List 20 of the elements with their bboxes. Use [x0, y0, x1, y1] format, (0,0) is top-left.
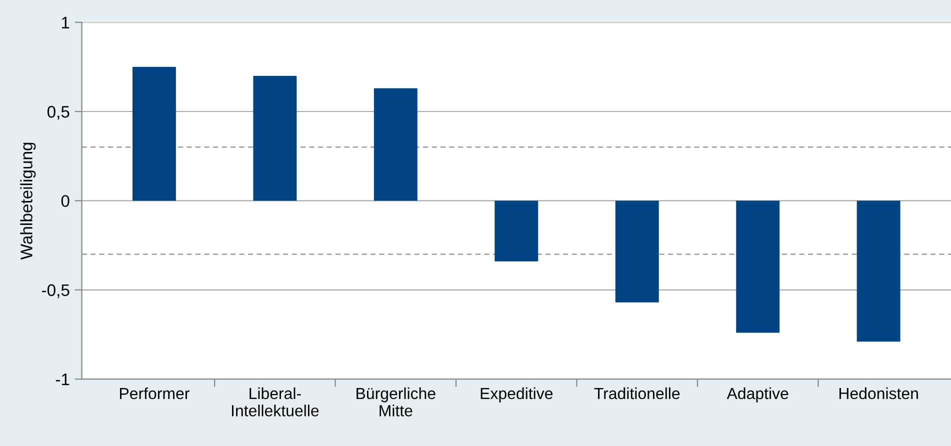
bar — [132, 66, 176, 201]
y-tick-label: 0,5 — [47, 106, 70, 120]
bar — [494, 200, 538, 262]
x-tick-label: Liberal- Intellektuelle — [232, 387, 319, 416]
x-tick-label: Bürgerliche Mitte — [356, 387, 436, 416]
bar — [374, 88, 418, 201]
x-tick-label: Performer — [120, 387, 190, 400]
y-tick-label: 1 — [62, 16, 70, 28]
bar — [253, 76, 297, 201]
bar — [856, 200, 900, 342]
x-tick-label: Adaptive — [726, 387, 788, 402]
y-tick-label: 0 — [61, 195, 70, 207]
y-tick-label: -0,5 — [42, 284, 70, 298]
bar — [736, 200, 780, 333]
bar — [615, 200, 659, 302]
y-tick-label: -1 — [56, 374, 70, 386]
y-axis-title: Wahlbeteiligung — [20, 142, 36, 260]
x-tick-label: Hedonisten — [839, 387, 918, 400]
x-tick-label: Expeditive — [480, 387, 553, 402]
x-tick-label: Traditionelle — [594, 387, 680, 400]
